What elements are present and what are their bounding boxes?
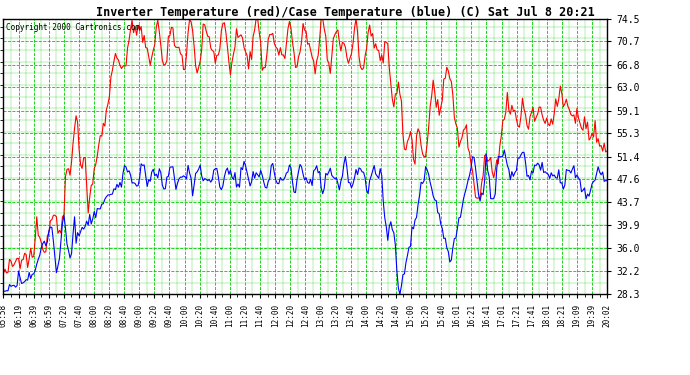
Text: Copyright 2000 Cartronics.com: Copyright 2000 Cartronics.com (6, 23, 141, 32)
Text: Inverter Temperature (red)/Case Temperature (blue) (C) Sat Jul 8 20:21: Inverter Temperature (red)/Case Temperat… (96, 6, 594, 19)
